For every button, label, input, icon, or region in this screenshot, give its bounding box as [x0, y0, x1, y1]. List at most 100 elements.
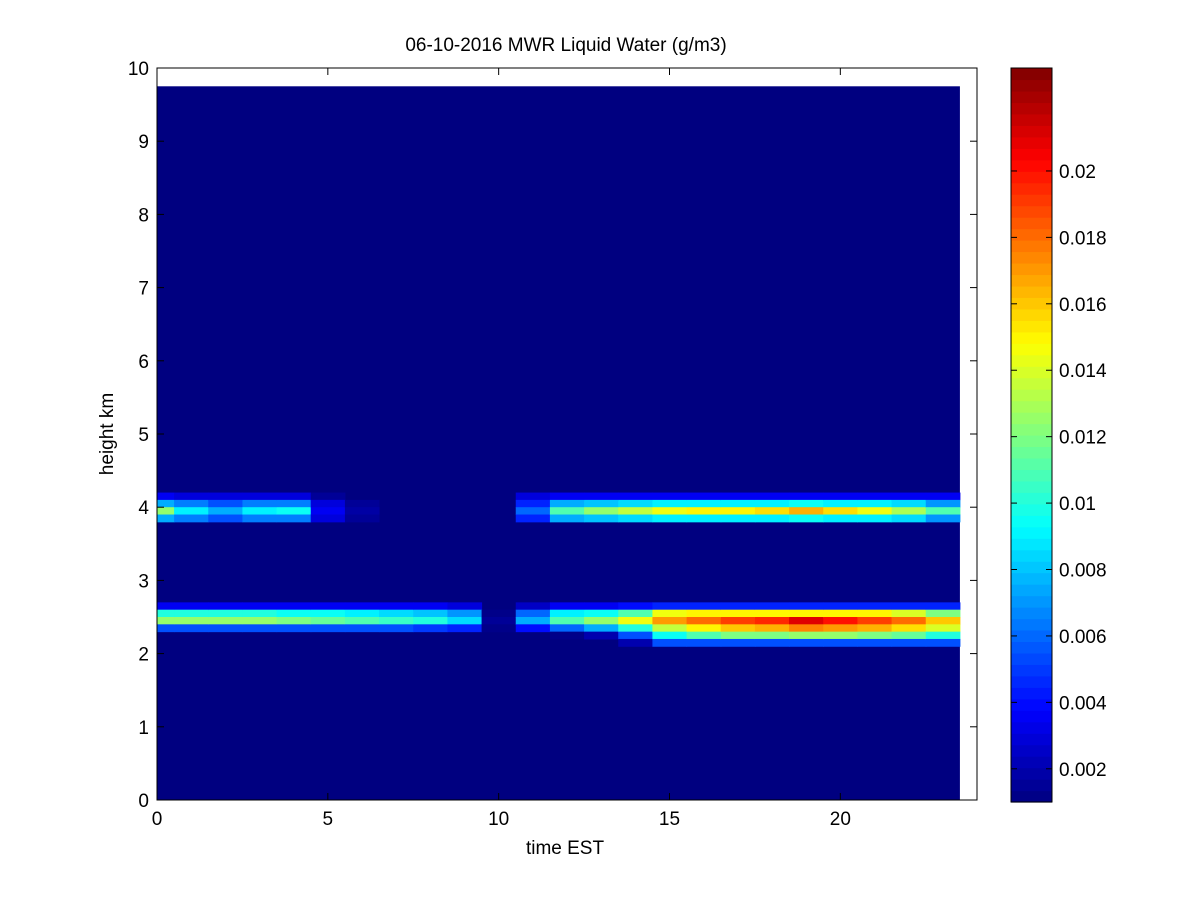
- heatmap-cell: [891, 507, 927, 516]
- heatmap-cell: [174, 492, 209, 501]
- colorbar-band: [1011, 733, 1052, 746]
- heatmap-cell: [276, 617, 312, 625]
- heatmap-cell: [789, 499, 824, 508]
- heatmap-cell: [720, 624, 756, 633]
- heatmap-cell: [823, 609, 858, 618]
- heatmap-cell: [584, 514, 619, 523]
- heatmap-cell: [686, 514, 722, 523]
- heatmap-cell: [515, 617, 551, 625]
- colorbar-band: [1011, 526, 1052, 539]
- heatmap-cell: [157, 514, 175, 523]
- heatmap-cell: [925, 507, 961, 516]
- colorbar-band: [1011, 308, 1052, 321]
- heatmap-cell: [925, 602, 961, 611]
- heatmap-cell: [857, 624, 893, 633]
- heatmap-cell: [754, 617, 790, 625]
- heatmap-cell: [618, 602, 653, 611]
- heatmap-cell: [242, 624, 278, 633]
- colorbar-band: [1011, 687, 1052, 700]
- heatmap-cell: [823, 624, 858, 633]
- heatmap-cell: [925, 492, 961, 501]
- heatmap-cell: [686, 638, 722, 647]
- heatmap-cell: [925, 499, 961, 508]
- heatmap-cell: [584, 507, 619, 516]
- colorbar-band: [1011, 584, 1052, 597]
- heatmap-cell: [857, 492, 893, 501]
- heatmap-cell: [652, 514, 688, 523]
- heatmap-cell: [652, 638, 688, 647]
- heatmap-cell: [686, 507, 722, 516]
- colorbar-band: [1011, 113, 1052, 126]
- heatmap-cell: [515, 507, 551, 516]
- colorbar-band: [1011, 779, 1052, 792]
- heatmap-cell: [891, 499, 927, 508]
- colorbar-band: [1011, 664, 1052, 677]
- colorbar-band: [1011, 285, 1052, 298]
- heatmap-cell: [584, 492, 619, 501]
- colorbar-band: [1011, 675, 1052, 688]
- heatmap-cell: [891, 514, 927, 523]
- heatmap-cell: [208, 499, 243, 508]
- heatmap-cell: [823, 507, 858, 516]
- heatmap-cell: [686, 631, 722, 640]
- heatmap-cell: [310, 624, 346, 633]
- heatmap-cell: [242, 499, 278, 508]
- heatmap-cell: [584, 631, 619, 640]
- heatmap-background: [157, 86, 960, 801]
- colorbar-band: [1011, 240, 1052, 253]
- x-tick-label: 5: [323, 809, 334, 830]
- heatmap-cell: [208, 602, 243, 611]
- colorbar-tick-label: 0.008: [1059, 561, 1107, 582]
- y-tick-label: 4: [138, 498, 149, 519]
- heatmap-cell: [925, 638, 961, 647]
- heatmap-cell: [857, 617, 893, 625]
- heatmap-cell: [447, 609, 483, 618]
- heatmap-cell: [174, 609, 209, 618]
- heatmap-cell: [789, 492, 824, 501]
- heatmap-cell: [413, 609, 448, 618]
- heatmap-cell: [823, 631, 858, 640]
- heatmap-cell: [823, 602, 858, 611]
- heatmap-cell: [157, 617, 175, 625]
- colorbar-band: [1011, 377, 1052, 390]
- heatmap-cell: [310, 609, 346, 618]
- colorbar-band: [1011, 721, 1052, 734]
- heatmap-cell: [857, 609, 893, 618]
- colorbar-band: [1011, 251, 1052, 264]
- colorbar-band: [1011, 538, 1052, 551]
- heatmap-cell: [584, 624, 619, 633]
- colorbar-band: [1011, 641, 1052, 654]
- colorbar-band: [1011, 503, 1052, 516]
- colorbar-tick-label: 0.014: [1059, 361, 1107, 382]
- heatmap-cell: [686, 624, 722, 633]
- colorbar-band: [1011, 457, 1052, 471]
- colorbar-band: [1011, 262, 1052, 276]
- heatmap-cell: [276, 499, 312, 508]
- heatmap-cell: [379, 624, 414, 633]
- heatmap-cell: [208, 507, 243, 516]
- y-tick-label: 3: [138, 571, 149, 592]
- heatmap-cell: [891, 492, 927, 501]
- colorbar-band: [1011, 217, 1052, 230]
- colorbar-band: [1011, 572, 1052, 585]
- heatmap-cell: [857, 514, 893, 523]
- heatmap-cell: [857, 499, 893, 508]
- heatmap-cell: [891, 631, 927, 640]
- heatmap-cell: [310, 602, 346, 611]
- heatmap-cell: [157, 602, 175, 611]
- heatmap-cell: [242, 507, 278, 516]
- heatmap-cell: [174, 507, 209, 516]
- y-tick-label: 9: [138, 132, 149, 153]
- y-tick-label: 2: [138, 645, 149, 666]
- colorbar-band: [1011, 629, 1052, 643]
- colorbar-band: [1011, 698, 1052, 711]
- colorbar-band: [1011, 194, 1052, 207]
- heatmap-cell: [549, 631, 585, 640]
- chart-title: 06-10-2016 MWR Liquid Water (g/m3): [405, 35, 726, 56]
- heatmap-cell: [447, 602, 483, 611]
- colorbar-tick-label: 0.002: [1059, 760, 1107, 781]
- heatmap-cell: [754, 609, 790, 618]
- colorbar-frame: [1010, 67, 1053, 803]
- colorbar-band: [1011, 148, 1052, 161]
- heatmap-cell: [720, 514, 756, 523]
